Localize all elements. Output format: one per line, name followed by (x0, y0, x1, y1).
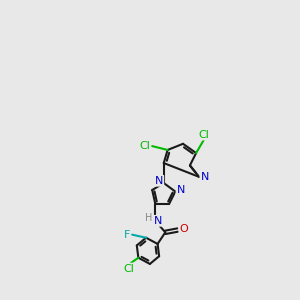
Text: Cl: Cl (198, 130, 209, 140)
Text: Cl: Cl (139, 141, 150, 151)
Text: F: F (124, 230, 130, 240)
Text: N: N (153, 216, 162, 226)
Text: N: N (155, 176, 163, 186)
Text: N: N (176, 185, 185, 195)
Text: O: O (179, 224, 188, 233)
Text: N: N (200, 172, 209, 182)
Text: H: H (146, 214, 153, 224)
Text: Cl: Cl (123, 263, 134, 274)
